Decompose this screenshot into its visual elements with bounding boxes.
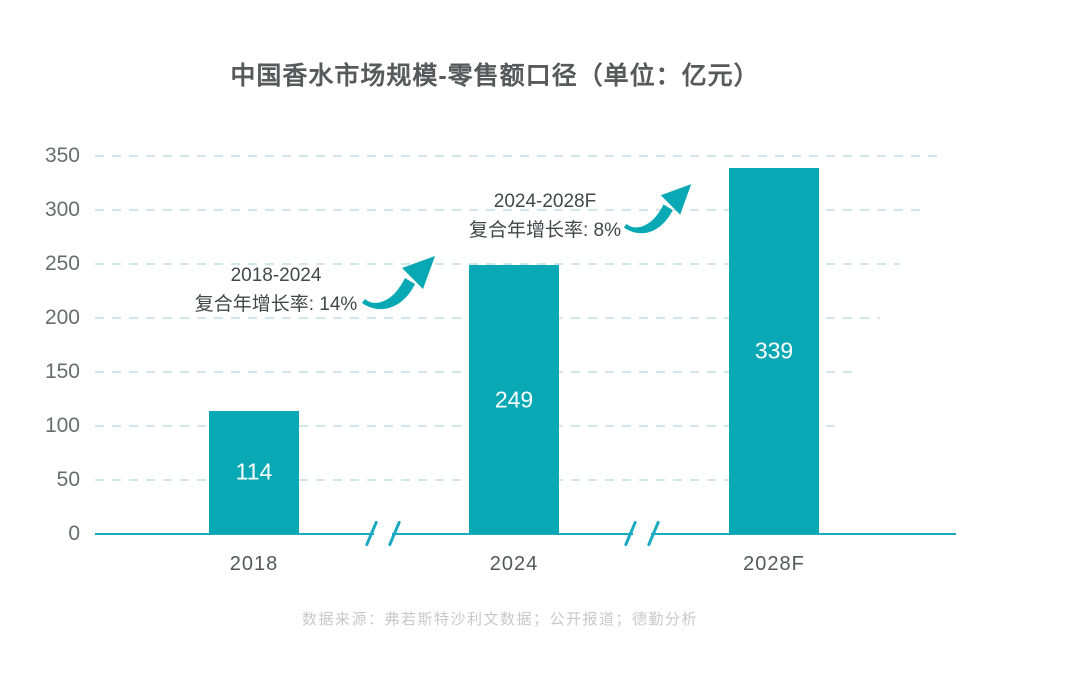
annotation-cagr-2018-2024: 2018-2024 复合年增长率: 14% (156, 261, 396, 319)
y-axis-tick-label: 150 (44, 360, 80, 383)
gridline (95, 209, 921, 211)
x-axis-label: 2028F (743, 553, 805, 575)
axis-break-gap (374, 530, 392, 538)
bar-2028f: 339 (729, 167, 819, 534)
bar-value-label: 114 (235, 458, 273, 485)
gridline (95, 479, 818, 481)
growth-arrow-icon (362, 256, 435, 310)
annotation-period: 2024-2028F (493, 191, 597, 212)
source-note: 数据来源：弗若斯特沙利文数据；公开报道；德勤分析 (301, 611, 698, 628)
y-axis-tick-label: 200 (44, 306, 80, 329)
bar-value-label: 339 (754, 337, 794, 364)
annotation-cagr-2024-2028: 2024-2028F 复合年增长率: 8% (425, 187, 665, 245)
x-axis-line (95, 533, 956, 535)
gridline (95, 263, 900, 265)
x-axis-label: 2018 (229, 553, 279, 575)
bar-value-label: 249 (494, 386, 534, 413)
annotation-period: 2018-2024 (230, 265, 322, 286)
gridline (95, 425, 839, 427)
axis-break-gap (633, 530, 651, 538)
annotation-cagr-value: 复合年增长率: 14% (194, 294, 358, 315)
gridline (95, 155, 941, 157)
bar-2018: 114 (209, 410, 299, 534)
bar-2024: 249 (469, 265, 559, 534)
y-axis-tick-label: 50 (56, 468, 80, 491)
y-axis-tick-label: 350 (44, 144, 80, 167)
y-axis-tick-label: 100 (44, 414, 80, 437)
growth-arrow-icon (623, 184, 692, 234)
annotation-cagr-value: 复合年增长率: 8% (468, 220, 622, 241)
y-axis-tick-label: 300 (44, 198, 80, 221)
y-axis-tick-label: 0 (68, 522, 80, 545)
x-axis-label: 2024 (489, 553, 539, 575)
y-axis-tick-label: 250 (44, 252, 80, 275)
chart-title: 中国香水市场规模-零售额口径（单位：亿元） (230, 62, 760, 90)
